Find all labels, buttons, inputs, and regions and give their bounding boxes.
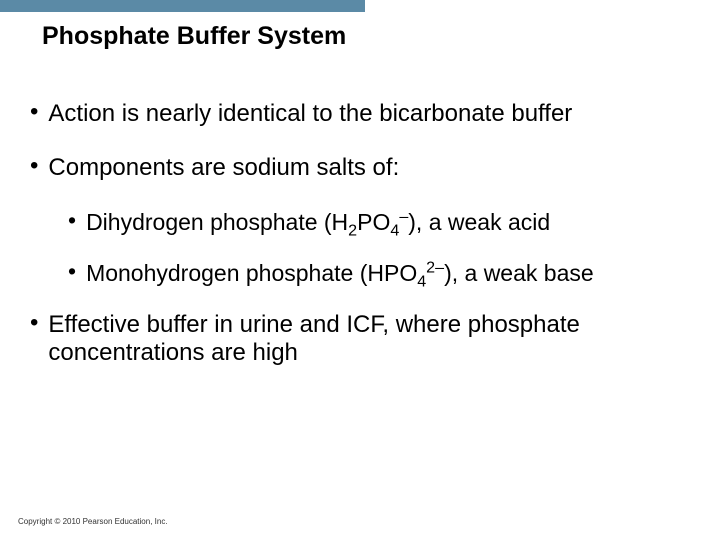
bullet-dot: • xyxy=(30,154,38,178)
bullet-text: Dihydrogen phosphate (H2PO4–), a weak ac… xyxy=(86,209,690,236)
subscript: 2 xyxy=(348,221,357,239)
bullet-3: • Effective buffer in urine and ICF, whe… xyxy=(30,311,690,368)
superscript: 2– xyxy=(426,258,444,276)
txt-frag: Monohydrogen phosphate (HPO xyxy=(86,260,417,286)
txt-frag: Dihydrogen phosphate (H xyxy=(86,209,348,235)
subscript: 4 xyxy=(390,221,399,239)
slide-body: • Action is nearly identical to the bica… xyxy=(30,100,690,394)
bullet-2b: • Monohydrogen phosphate (HPO42–), a wea… xyxy=(68,260,690,287)
bullet-text: Effective buffer in urine and ICF, where… xyxy=(48,311,690,368)
bullet-dot: • xyxy=(30,100,38,124)
bullet-2a: • Dihydrogen phosphate (H2PO4–), a weak … xyxy=(68,209,690,236)
txt-frag: PO xyxy=(357,209,390,235)
copyright-text: Copyright © 2010 Pearson Education, Inc. xyxy=(18,517,168,526)
bullet-text: Action is nearly identical to the bicarb… xyxy=(48,100,690,128)
bullet-text: Components are sodium salts of: xyxy=(48,154,690,182)
txt-frag: ), a weak acid xyxy=(408,209,550,235)
superscript: – xyxy=(399,207,408,225)
txt-frag: ), a weak base xyxy=(444,260,594,286)
bullet-dot: • xyxy=(68,209,76,232)
bullet-dot: • xyxy=(30,311,38,335)
accent-bar xyxy=(0,0,365,12)
slide-title: Phosphate Buffer System xyxy=(42,22,346,51)
bullet-text: Monohydrogen phosphate (HPO42–), a weak … xyxy=(86,260,690,287)
bullet-dot: • xyxy=(68,260,76,283)
slide: Phosphate Buffer System • Action is near… xyxy=(0,0,720,540)
subscript: 4 xyxy=(417,272,426,290)
bullet-2: • Components are sodium salts of: xyxy=(30,154,690,182)
bullet-1: • Action is nearly identical to the bica… xyxy=(30,100,690,128)
